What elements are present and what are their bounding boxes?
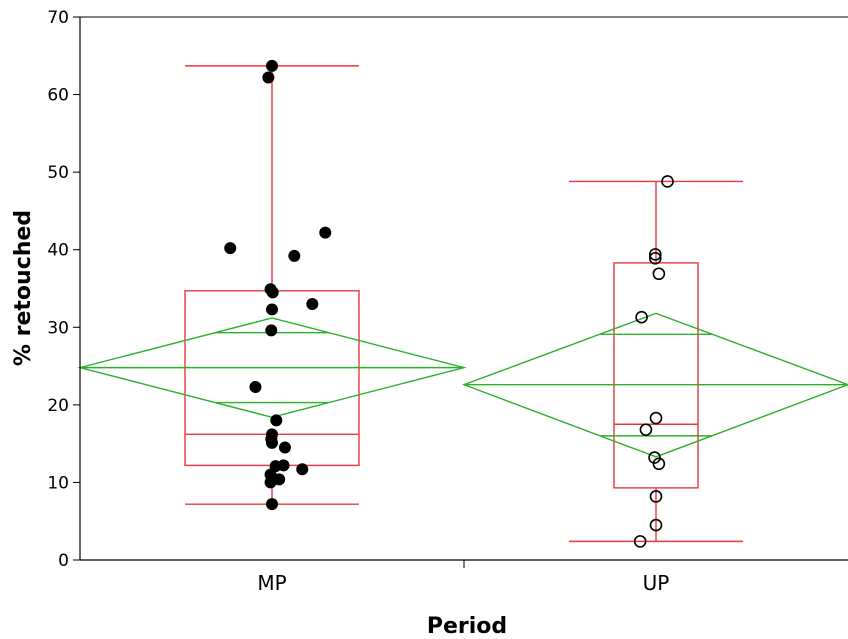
group-up: UP — [462, 175, 848, 595]
y-axis-title: % retouched — [11, 210, 36, 366]
data-point — [306, 298, 319, 311]
data-point — [648, 451, 661, 464]
x-category-label: UP — [643, 571, 670, 595]
chart-groups: MP UP — [77, 59, 848, 595]
data-point — [266, 286, 279, 299]
data-point — [649, 518, 663, 532]
data-point — [266, 59, 278, 72]
data-point — [639, 423, 653, 436]
data-point — [262, 71, 275, 84]
data-point — [265, 324, 278, 337]
data-point — [635, 310, 648, 324]
y-tick-label: 50 — [47, 163, 69, 183]
data-point — [649, 411, 663, 425]
y-tick-label: 20 — [47, 396, 69, 416]
data-point — [266, 303, 278, 316]
data-point — [224, 242, 237, 255]
data-point — [296, 463, 309, 476]
data-point — [661, 175, 674, 188]
data-point — [264, 476, 277, 489]
y-tick-label: 30 — [47, 318, 69, 338]
y-tick-label: 70 — [47, 8, 69, 28]
data-point — [319, 226, 332, 239]
group-mp: MP — [77, 59, 467, 595]
iqr-box — [613, 262, 699, 489]
x-category-label: MP — [257, 571, 286, 595]
data-point — [249, 381, 262, 394]
data-point — [266, 436, 278, 449]
y-tick-label: 40 — [47, 241, 69, 261]
y-tick-label: 60 — [47, 86, 69, 106]
chart-axes — [79, 16, 848, 568]
data-point — [270, 414, 283, 427]
data-point — [288, 249, 301, 262]
y-tick-label: 0 — [58, 551, 69, 571]
data-point — [648, 248, 662, 261]
data-point — [652, 267, 666, 281]
y-tick-label: 10 — [47, 473, 69, 493]
means-diamond — [462, 312, 848, 458]
data-point — [633, 535, 647, 548]
data-point — [649, 490, 663, 503]
data-point — [648, 251, 662, 265]
data-point — [266, 498, 278, 511]
y-axis-ticks: 0 10 20 30 40 50 60 70 — [47, 8, 80, 571]
data-point — [652, 457, 666, 471]
data-point — [278, 441, 291, 454]
x-axis-title: Period — [427, 614, 507, 639]
